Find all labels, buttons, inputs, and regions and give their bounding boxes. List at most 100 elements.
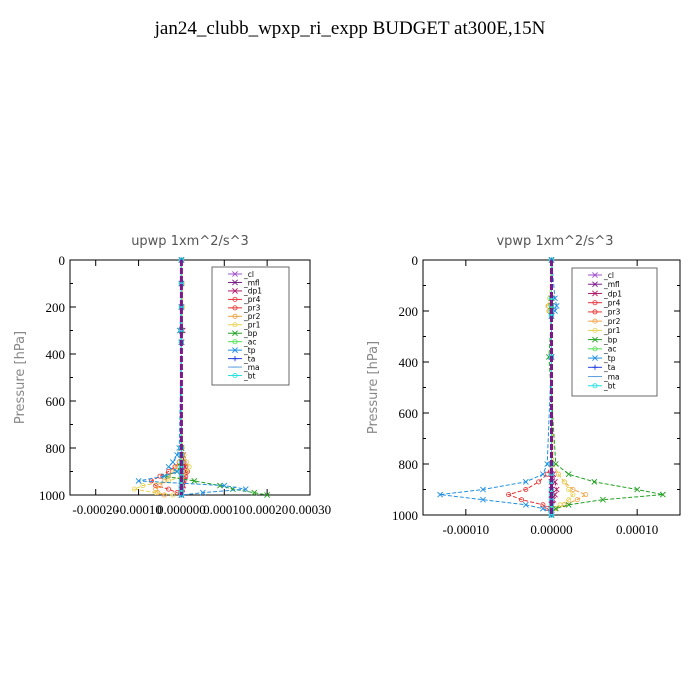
legend-marker [592, 336, 598, 343]
legend-label: _pr2 [243, 312, 261, 321]
legend-label: _ma [243, 363, 260, 372]
data-point [170, 468, 176, 474]
legend-label: _mfl [243, 278, 260, 287]
data-point [199, 489, 206, 496]
legend-entry: _mfl [588, 280, 620, 289]
legend-label: _mfl [603, 280, 620, 289]
data-point [153, 486, 159, 492]
legend-entry: _cl [228, 270, 254, 279]
data-point [522, 478, 529, 485]
legend-entry: _tp [588, 354, 616, 363]
data-point [634, 486, 641, 493]
legend: _cl_mfl_dp1_pr4_pr3_pr2_pr1_bp_ac_tp_ta_… [211, 266, 290, 386]
legend: _cl_mfl_dp1_pr4_pr3_pr2_pr1_bp_ac_tp_ta_… [571, 267, 658, 397]
data-point [659, 491, 666, 498]
series-line [155, 260, 182, 496]
legend-entry: _ta [228, 354, 255, 363]
legend-marker [592, 346, 598, 352]
data-point [555, 471, 561, 477]
legend-entry: _ta [588, 363, 615, 372]
series-line [132, 259, 190, 496]
data-point [184, 468, 190, 474]
data-point [553, 486, 560, 493]
data-point [553, 302, 560, 309]
y-tick-label: 1000 [392, 508, 418, 523]
legend-label: _pr3 [603, 308, 621, 317]
data-point [544, 461, 551, 467]
legend-entry: _pr2 [228, 312, 261, 321]
legend-entry: _pr3 [588, 308, 621, 317]
y-tick-label: 800 [46, 441, 66, 456]
legend-entry: _pr4 [588, 298, 621, 307]
data-point [153, 490, 159, 496]
legend-marker [592, 383, 598, 389]
data-point [536, 479, 542, 485]
data-point [170, 492, 176, 498]
series-pr3 [506, 257, 554, 518]
data-point [574, 497, 580, 503]
legend-entry: _bp [228, 329, 258, 338]
chart-title: vpwp 1xm^2/s^3 [496, 234, 613, 249]
data-point [186, 464, 192, 470]
data-point [157, 473, 163, 479]
legend-entry: _mfl [228, 278, 260, 287]
data-point [191, 477, 198, 484]
data-point [566, 486, 572, 492]
legend-marker [232, 322, 238, 328]
data-point [166, 486, 172, 492]
legend-label: _ac [603, 345, 616, 354]
y-tick-label: 1000 [39, 488, 65, 503]
data-point [131, 486, 137, 492]
data-point [570, 492, 576, 498]
legend-label: _tp [243, 346, 256, 355]
legend-marker [232, 356, 238, 362]
data-point [251, 489, 258, 496]
legend-marker [592, 364, 598, 370]
y-tick-label: 200 [399, 304, 419, 319]
x-tick-label: 0.00010 [203, 502, 245, 517]
data-point [561, 479, 567, 485]
data-point [480, 496, 486, 503]
data-point [169, 459, 176, 466]
legend-entry: _pr1 [228, 321, 261, 330]
data-point [174, 452, 181, 458]
data-point [157, 483, 163, 489]
x-tick-label: 0.00020 [246, 502, 288, 517]
legend-marker [592, 300, 598, 306]
legend-marker [592, 290, 598, 297]
legend-entry: _pr2 [588, 317, 621, 326]
legend-entry: _ac [588, 345, 616, 354]
x-tick-label: 0.00000 [530, 522, 572, 537]
data-point [217, 482, 223, 489]
legend-entry: _pr4 [228, 295, 261, 304]
data-point [540, 505, 546, 512]
series-line [440, 259, 558, 515]
series-pr3 [148, 257, 184, 498]
data-point [140, 483, 146, 489]
x-tick-label: -0.00020 [72, 502, 119, 517]
data-point [583, 492, 589, 498]
data-point [591, 478, 598, 485]
legend-marker [592, 327, 598, 333]
legend-label: _ta [243, 354, 255, 363]
legend-box [211, 266, 290, 386]
y-tick-label: 800 [399, 457, 419, 472]
x-tick-label: 0.000000 [157, 502, 206, 517]
series-pr2 [153, 257, 184, 498]
legend-marker [592, 281, 598, 288]
legend-marker [232, 279, 238, 286]
legend-marker [232, 313, 238, 319]
legend-marker [232, 330, 238, 337]
legend-entry: _pr1 [588, 326, 621, 335]
legend-marker [232, 288, 238, 294]
series-tp [437, 257, 560, 518]
legend-marker [232, 339, 238, 345]
x-tick-label: 0.00010 [616, 522, 658, 537]
data-point [599, 496, 606, 503]
y-tick-label: 600 [399, 406, 419, 421]
legend-label: _bt [603, 382, 616, 391]
legend-marker [592, 272, 598, 278]
series-line [150, 260, 182, 496]
y-tick-label: 400 [46, 347, 66, 362]
legend-entry: _tp [228, 346, 256, 355]
